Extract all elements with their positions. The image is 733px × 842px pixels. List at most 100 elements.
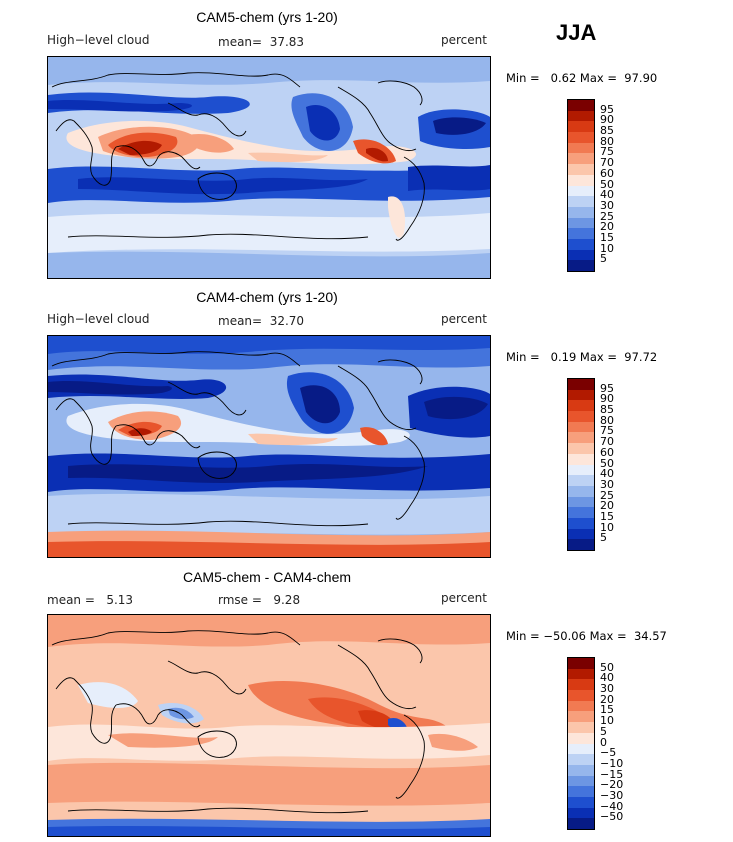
panel-1-variable-label: High−level cloud: [47, 33, 150, 47]
colorbar-tick-label: 15: [600, 703, 614, 717]
colorbar-swatch: [568, 539, 594, 550]
panel-1-mean-label: mean= 37.83: [218, 35, 305, 49]
colorbar-tick-label: 20: [600, 220, 614, 234]
colorbar-swatch: [568, 700, 594, 712]
colorbar-swatch: [568, 517, 594, 529]
colorbar-swatch: [568, 164, 594, 175]
colorbar-swatch: [568, 743, 594, 755]
colorbar-swatch: [568, 818, 594, 829]
colorbar-swatch: [568, 185, 594, 197]
colorbar-tick-label: 50: [600, 177, 614, 191]
panel-1-colorbar: [567, 99, 595, 272]
colorbar-tick-label: 80: [600, 134, 614, 148]
colorbar-tick-label: 20: [600, 499, 614, 513]
panel-2-mean-label: mean= 32.70: [218, 314, 305, 328]
colorbar-swatch: [568, 142, 594, 154]
panel-2-colorbar-swatches: [567, 378, 595, 551]
panel-1-title: CAM5-chem (yrs 1-20): [196, 9, 338, 25]
colorbar-tick-label: 30: [600, 682, 614, 696]
colorbar-swatch: [568, 249, 594, 261]
colorbar-swatch: [568, 786, 594, 797]
colorbar-swatch: [568, 400, 594, 412]
colorbar-tick-label: 70: [600, 156, 614, 170]
colorbar-tick-label: −40: [600, 799, 624, 813]
colorbar-tick-label: −15: [600, 767, 624, 781]
colorbar-swatch: [568, 196, 594, 207]
panel-3-colorbar: [567, 657, 595, 830]
colorbar-swatch: [568, 722, 594, 733]
colorbar-tick-label: 25: [600, 488, 614, 502]
colorbar-tick-label: 5: [600, 724, 607, 738]
colorbar-tick-label: 70: [600, 435, 614, 449]
colorbar-tick-label: 15: [600, 230, 614, 244]
colorbar-tick-label: 40: [600, 671, 614, 685]
colorbar-tick-label: 75: [600, 145, 614, 159]
panel-3-title: CAM5-chem - CAM4-chem: [182, 569, 352, 585]
panel-3-map: [47, 614, 491, 837]
colorbar-swatch: [568, 658, 594, 669]
colorbar-tick-label: −20: [600, 778, 624, 792]
colorbar-swatch: [568, 754, 594, 765]
colorbar-tick-label: 20: [600, 692, 614, 706]
colorbar-swatch: [568, 379, 594, 390]
panel-3-colorbar-ticks: 50 40 30 20 15 10 5 0 −5 −10 −15 −20 −30 −40 −50: [600, 657, 640, 830]
colorbar-tick-label: 10: [600, 520, 614, 534]
colorbar-tick-label: 90: [600, 113, 614, 127]
colorbar-swatch: [568, 485, 594, 497]
colorbar-tick-label: −5: [600, 746, 617, 760]
colorbar-swatch: [568, 153, 594, 165]
colorbar-tick-label: 60: [600, 166, 614, 180]
panel-2-title: CAM4-chem (yrs 1-20): [196, 289, 338, 305]
panel-3-rmse-label: rmse = 9.28: [218, 593, 301, 607]
colorbar-tick-label: 85: [600, 403, 614, 417]
colorbar-tick-label: 85: [600, 124, 614, 138]
colorbar-swatch: [568, 775, 594, 787]
colorbar-tick-label: 40: [600, 188, 614, 202]
panel-2-units-label: percent: [441, 312, 487, 326]
colorbar-swatch: [568, 453, 594, 465]
colorbar-tick-label: 10: [600, 714, 614, 728]
colorbar-swatch: [568, 443, 594, 454]
colorbar-tick-label: 40: [600, 467, 614, 481]
colorbar-swatch: [568, 411, 594, 422]
colorbar-swatch: [568, 764, 594, 776]
colorbar-swatch: [568, 475, 594, 486]
colorbar-swatch: [568, 132, 594, 143]
colorbar-tick-label: 80: [600, 413, 614, 427]
panel-3-minmax: Min = −50.06 Max = 34.57: [506, 629, 667, 643]
colorbar-tick-label: 50: [600, 456, 614, 470]
panel-3-units-label: percent: [441, 591, 487, 605]
colorbar-swatch: [568, 228, 594, 239]
panel-2-colorbar-ticks: 95 90 85 80 75 70 60 50 40 30 25 20 15 10 5: [600, 378, 640, 551]
panel-2-variable-label: High−level cloud: [47, 312, 150, 326]
colorbar-tick-label: 5: [600, 531, 607, 545]
colorbar-tick-label: 10: [600, 241, 614, 255]
colorbar-tick-label: 50: [600, 660, 614, 674]
colorbar-tick-label: 30: [600, 198, 614, 212]
colorbar-tick-label: −10: [600, 756, 624, 770]
panel-2-minmax: Min = 0.19 Max = 97.72: [506, 350, 658, 364]
colorbar-swatch: [568, 732, 594, 744]
colorbar-tick-label: 60: [600, 445, 614, 459]
colorbar-swatch: [568, 217, 594, 229]
colorbar-swatch: [568, 206, 594, 218]
colorbar-swatch: [568, 807, 594, 819]
colorbar-swatch: [568, 668, 594, 680]
colorbar-tick-label: −30: [600, 788, 624, 802]
colorbar-swatch: [568, 464, 594, 476]
colorbar-swatch: [568, 174, 594, 186]
colorbar-tick-label: 15: [600, 509, 614, 523]
colorbar-swatch: [568, 690, 594, 701]
colorbar-swatch: [568, 238, 594, 250]
colorbar-swatch: [568, 507, 594, 518]
colorbar-tick-label: 90: [600, 392, 614, 406]
colorbar-tick-label: 30: [600, 477, 614, 491]
colorbar-tick-label: 5: [600, 252, 607, 266]
panel-2-map: [47, 335, 491, 558]
colorbar-swatch: [568, 389, 594, 401]
panel-2-colorbar: [567, 378, 595, 551]
colorbar-swatch: [568, 528, 594, 540]
colorbar-swatch: [568, 679, 594, 691]
panel-1-units-label: percent: [441, 33, 487, 47]
colorbar-tick-label: 25: [600, 209, 614, 223]
